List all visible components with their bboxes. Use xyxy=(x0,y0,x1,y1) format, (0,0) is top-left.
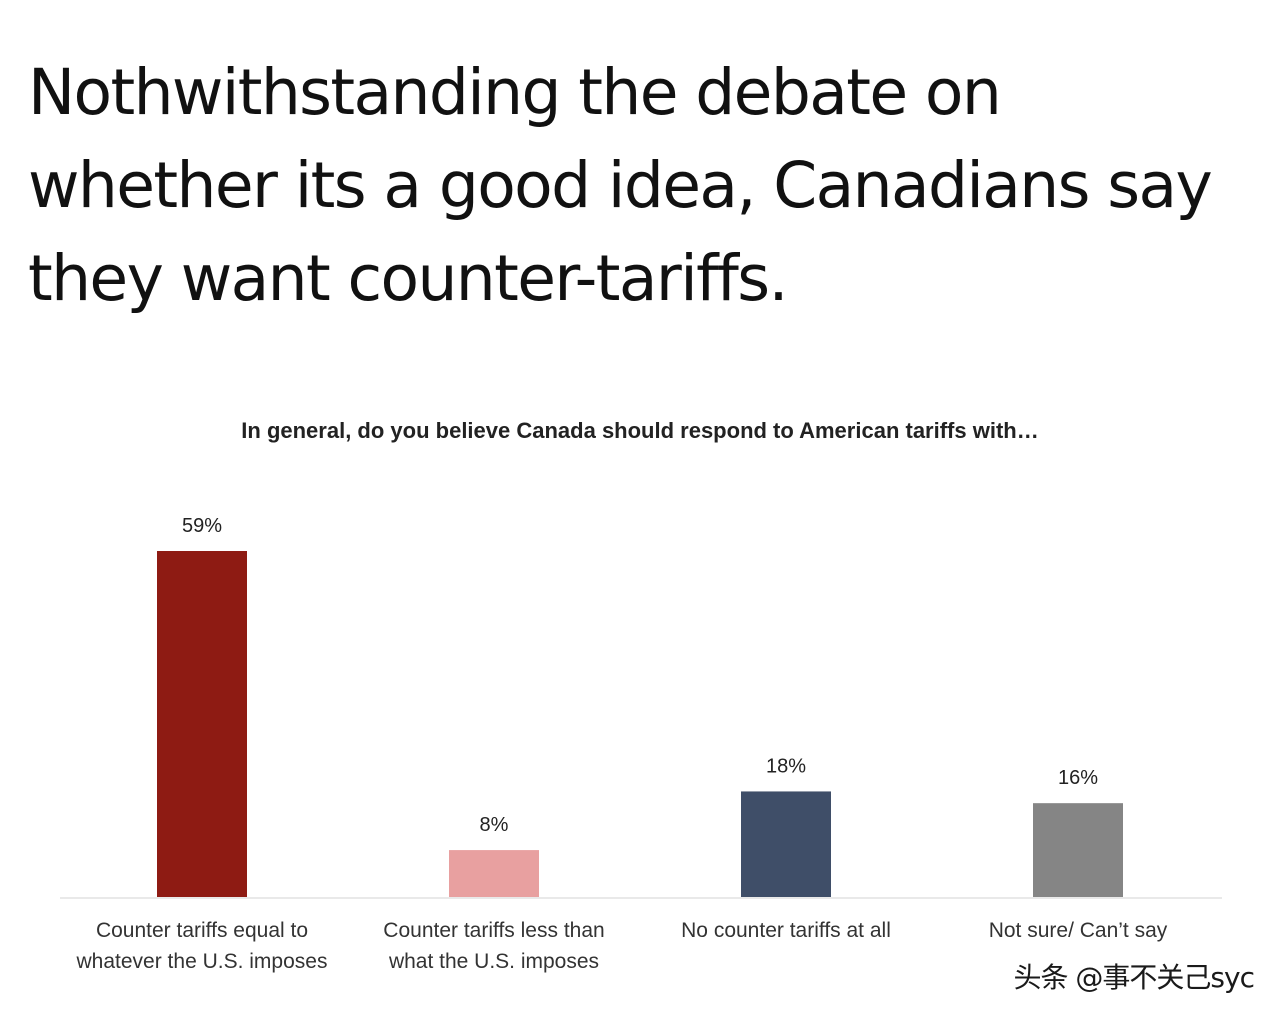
bar-4 xyxy=(1033,803,1123,897)
data-label-2: 8% xyxy=(480,814,509,836)
post-headline: Nothwithstanding the debate on whether i… xyxy=(28,56,1213,315)
category-label-2-line-1: Counter tariffs less than xyxy=(383,919,604,942)
bar-3 xyxy=(741,791,831,897)
category-label-1-line-2: whatever the U.S. imposes xyxy=(76,950,328,973)
data-label-4: 16% xyxy=(1058,767,1098,789)
bar-2 xyxy=(449,850,539,897)
category-label-4-line-1: Not sure/ Can’t say xyxy=(989,919,1168,942)
watermark-text: 头条 @事不关己syc xyxy=(1013,961,1255,994)
category-label-3-line-1: No counter tariffs at all xyxy=(681,919,891,942)
category-label-2-line-2: what the U.S. imposes xyxy=(388,950,599,973)
data-label-1: 59% xyxy=(182,515,222,537)
category-label-1-line-1: Counter tariffs equal to xyxy=(96,919,308,942)
bar-1 xyxy=(157,551,247,897)
data-label-3: 18% xyxy=(766,755,806,777)
chart-title: In general, do you believe Canada should… xyxy=(241,418,1039,443)
